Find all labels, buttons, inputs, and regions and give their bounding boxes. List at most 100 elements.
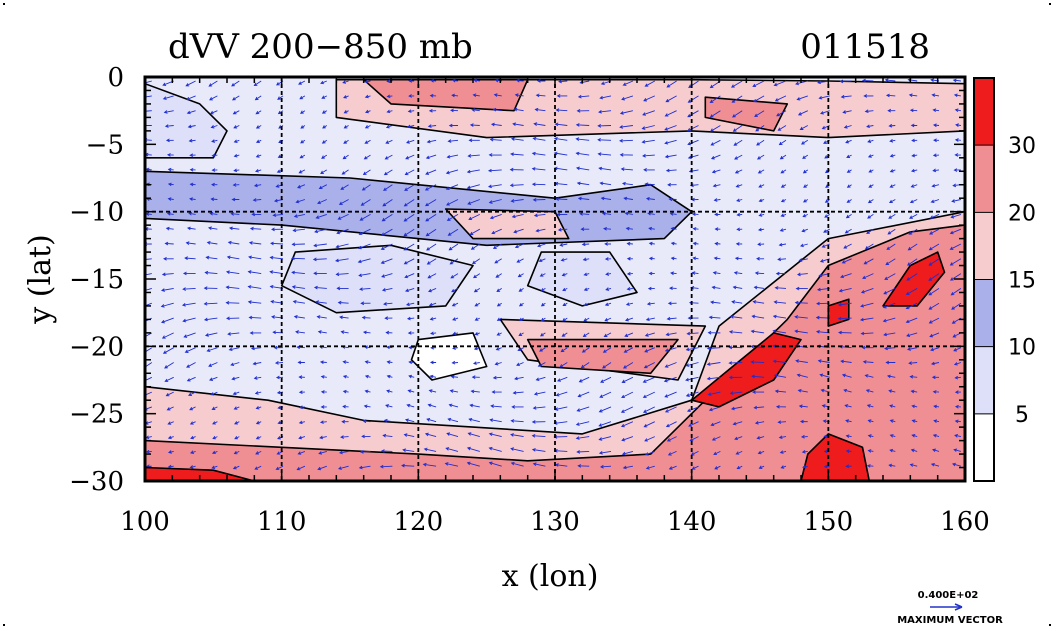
wind-vector — [779, 154, 787, 160]
wind-vector — [449, 258, 459, 265]
wind-vector — [293, 314, 305, 319]
wind-vector — [361, 434, 371, 439]
wind-vector — [269, 255, 284, 260]
wind-vector — [758, 213, 765, 217]
wind-vector — [623, 347, 634, 353]
wind-vector — [343, 125, 349, 129]
wind-vector — [496, 288, 502, 293]
wind-vector — [776, 110, 787, 117]
wind-vector — [621, 391, 634, 399]
wind-vector — [300, 139, 306, 144]
wind-vector — [385, 404, 393, 408]
wind-vector — [452, 317, 459, 321]
wind-vector — [560, 347, 568, 353]
wind-vector — [909, 199, 918, 204]
wind-vector — [540, 317, 546, 322]
wind-vector — [471, 375, 480, 379]
wind-vector — [255, 420, 262, 425]
wind-vector — [165, 138, 174, 143]
wind-vector — [405, 302, 415, 307]
wind-vector — [297, 360, 305, 365]
wind-vector — [404, 169, 415, 176]
wind-vector — [163, 110, 174, 114]
wind-vector — [516, 362, 524, 367]
wind-vector — [230, 212, 240, 216]
wind-vector — [469, 123, 480, 127]
wind-vector — [252, 198, 262, 202]
wind-vector — [757, 450, 765, 455]
x-tick-label: 120 — [394, 507, 444, 537]
wind-vector — [186, 110, 196, 115]
wind-vector — [599, 181, 612, 186]
wind-vector — [669, 286, 677, 290]
colorbar-label: 20 — [1008, 201, 1036, 226]
wind-vector — [517, 347, 524, 351]
wind-vector — [451, 360, 459, 365]
wind-vector — [496, 332, 502, 336]
wind-vector — [532, 136, 546, 141]
wind-vector — [359, 287, 371, 291]
wind-vector — [641, 139, 655, 144]
wind-vector — [736, 227, 743, 232]
wind-vector — [602, 347, 612, 353]
wind-vector — [583, 272, 590, 277]
field-region-12 — [145, 224, 965, 481]
wind-vector — [910, 184, 918, 188]
wind-vector — [386, 345, 393, 350]
wind-vector — [445, 169, 459, 175]
wind-vector — [298, 375, 305, 379]
wind-vector — [840, 94, 852, 99]
wind-vector — [928, 288, 940, 296]
wind-vector — [270, 241, 284, 246]
wind-vector — [405, 154, 415, 160]
wind-vector — [167, 421, 174, 425]
wind-vector — [801, 139, 809, 145]
wind-vector — [247, 300, 262, 304]
wind-vector — [773, 373, 787, 378]
field-region-2 — [280, 244, 474, 314]
wind-vector — [621, 95, 634, 101]
wind-vector — [466, 461, 480, 467]
wind-vector — [255, 405, 262, 410]
colorbar-label: 15 — [1008, 269, 1036, 294]
wind-vector — [581, 347, 590, 353]
wind-vector — [626, 287, 633, 291]
wind-vector — [884, 346, 896, 351]
wind-vector — [145, 257, 152, 262]
wind-vector — [540, 332, 546, 337]
wind-vector — [320, 405, 327, 409]
wind-vector — [953, 347, 962, 352]
wind-vector — [232, 465, 240, 470]
wind-vector — [232, 391, 240, 396]
wind-vector — [929, 228, 940, 235]
wind-vector — [888, 463, 896, 468]
wind-vector — [274, 361, 284, 365]
wind-vector — [446, 214, 459, 221]
wind-vector — [954, 419, 961, 424]
wind-vector — [598, 166, 612, 171]
wind-vector — [208, 80, 218, 87]
wind-vector — [557, 376, 568, 382]
wind-vector — [408, 79, 415, 83]
wind-vector — [839, 79, 852, 84]
wind-vector — [383, 418, 393, 423]
wind-vector — [451, 78, 459, 83]
wind-vector — [204, 332, 218, 337]
wind-vector — [540, 302, 546, 307]
wind-vector — [342, 389, 349, 394]
wind-vector — [780, 184, 787, 188]
wind-vector — [233, 406, 240, 410]
wind-vector — [799, 125, 809, 130]
wind-vector — [885, 360, 896, 365]
wind-vector — [429, 360, 437, 365]
wind-vector — [710, 139, 721, 146]
wind-vector — [582, 332, 590, 338]
wind-vector — [167, 464, 174, 469]
wind-vector — [247, 285, 262, 289]
wind-vector — [385, 139, 393, 144]
wind-vector — [403, 228, 415, 237]
wind-vector — [510, 419, 524, 423]
wind-vector — [186, 362, 196, 368]
wind-vector — [321, 154, 328, 159]
wind-vector — [931, 375, 939, 380]
